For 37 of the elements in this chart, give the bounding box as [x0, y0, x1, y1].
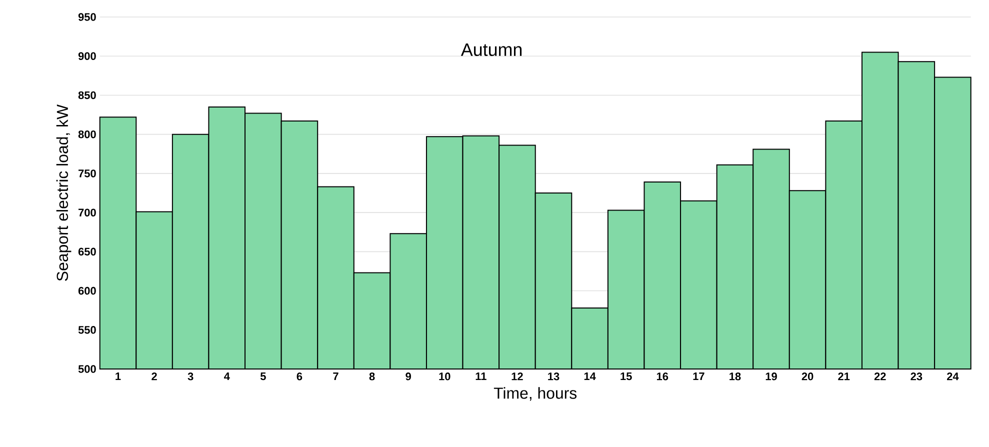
x-tick-label: 2	[152, 372, 157, 380]
x-tick-label: 15	[620, 372, 632, 380]
x-tick-label: 24	[946, 372, 959, 380]
x-tick-label: 13	[548, 372, 560, 380]
y-tick-label: 500	[78, 365, 96, 373]
x-tick-label: 12	[512, 372, 523, 380]
text: Autumn	[460, 43, 522, 56]
x-tick-label: 11	[476, 372, 486, 380]
y-tick-label: 650	[78, 248, 96, 256]
x-tick-label: 14	[584, 372, 596, 380]
x-axis-title: Time, hours	[494, 387, 577, 401]
y-axis-title: Seaport electric load, kW	[56, 104, 72, 281]
x-tick-label: 3	[188, 372, 194, 380]
x-tick-label: 6	[296, 372, 302, 380]
x-tick-label: 9	[406, 372, 411, 380]
x-tick-label: 8	[369, 372, 375, 380]
y-tick-label: 800	[78, 130, 96, 138]
x-tick-label: 7	[333, 372, 338, 380]
x-tick-label: 1	[116, 372, 121, 380]
y-tick-label: 950	[78, 13, 96, 21]
x-tick-label: 18	[730, 372, 741, 380]
x-tick-label: 23	[910, 372, 922, 380]
x-tick-label: 17	[693, 372, 704, 380]
x-tick-label: 20	[802, 372, 814, 380]
y-tick-label: 750	[78, 170, 96, 178]
x-tick-label: 5	[260, 372, 266, 380]
x-tick-label: 4	[224, 372, 230, 380]
x-tick-label: 21	[838, 372, 850, 380]
x-tick-label: 16	[656, 372, 668, 380]
x-tick-label: 22	[874, 372, 886, 380]
y-tick-label: 700	[78, 208, 96, 216]
y-tick-label: 600	[78, 286, 96, 295]
x-tick-label: 19	[766, 372, 777, 380]
y-tick-label: 850	[78, 91, 96, 100]
y-tick-label: 900	[78, 52, 96, 60]
x-tick-label: 10	[439, 372, 450, 380]
y-tick-label: 550	[78, 326, 96, 334]
